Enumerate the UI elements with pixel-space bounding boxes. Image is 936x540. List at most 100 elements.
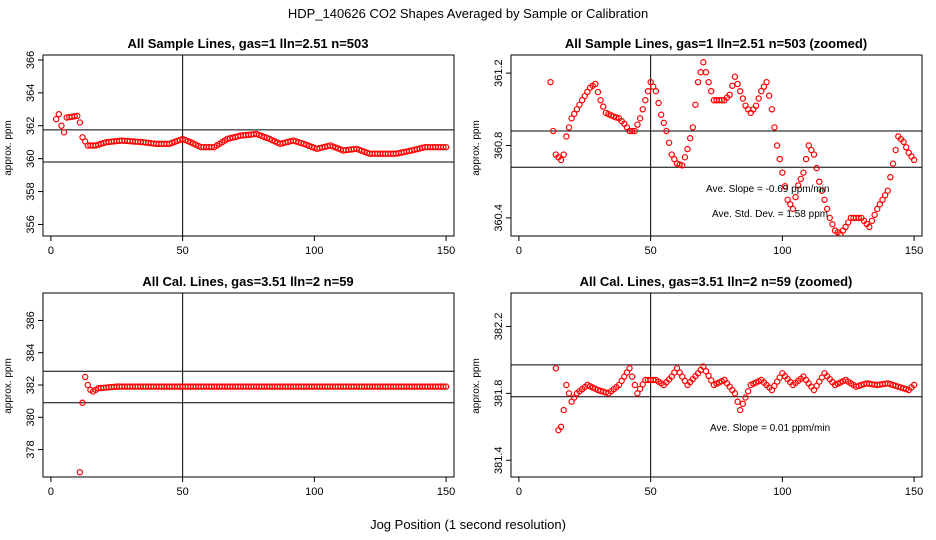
data-point [686,135,694,142]
data-point [647,78,654,86]
data-point [697,68,704,76]
data-point [442,143,450,151]
data-point [739,400,747,408]
data-point [702,368,710,375]
data-point [794,182,802,189]
y-tick-label: 381.4 [493,447,505,475]
data-point [887,173,894,181]
data-point [568,115,575,122]
data-point [557,156,565,164]
data-point [876,201,884,208]
panel-cal-lines-zoomed: All Cal. Lines, gas=3.51 lln=2 n=59 (zoo… [471,274,923,498]
y-tick-label: 360.4 [493,204,505,232]
y-tick-label: 378 [25,440,37,458]
data-point [79,399,86,406]
data-point [573,106,581,113]
data-point [631,127,639,135]
y-tick-label: 380 [25,408,37,426]
data-point [552,365,559,372]
data-point [737,406,744,414]
data-point [779,169,786,176]
data-point [74,112,81,120]
data-point [874,205,881,213]
data-point [634,390,641,397]
data-point [560,151,567,158]
data-point [845,219,852,226]
data-point [726,91,733,99]
data-point [787,201,794,208]
y-tick-label: 356 [25,215,37,233]
data-point [76,468,84,476]
data-point [744,388,752,395]
data-point [563,133,570,140]
data-point [792,193,799,201]
data-point [731,73,739,80]
data-point [797,175,805,183]
slope-annotation: Ave. Slope = 0.01 ppm/min [710,423,830,434]
data-point [692,101,699,108]
data-point [681,154,689,161]
data-point [571,110,578,118]
data-point [440,143,447,151]
data-point [805,142,812,149]
data-point [892,146,899,154]
panel-title: All Sample Lines, gas=1 lln=2.51 n=503 (… [565,36,867,51]
data-point [879,196,886,203]
figure-x-axis-label: Jog Position (1 second resolution) [370,517,566,532]
data-point [665,139,673,146]
data-point [71,113,78,120]
data-point [626,365,633,372]
data-point [628,373,636,380]
data-point [565,390,573,397]
data-point [547,78,554,86]
data-point [76,119,84,126]
data-point [700,363,707,370]
x-tick-label: 50 [645,486,657,498]
data-point [810,151,818,158]
plot-area: 0 50 100 150 356 358 360 362 364 366 [25,51,455,257]
data-point [823,205,831,213]
data-point [855,214,862,222]
y-tick-label: 384 [25,344,37,362]
y-axis-label: approx. ppm [471,120,482,176]
y-tick-label: 358 [25,182,37,200]
data-point [752,102,760,109]
data-point [60,129,68,136]
x-tick-label: 0 [48,245,54,257]
slope-annotation: Ave. Slope = -0.69 ppm/min [706,184,830,195]
x-tick-label: 0 [516,245,522,257]
x-tick-label: 0 [48,486,54,498]
data-point [768,106,776,113]
data-point [628,127,636,135]
data-point [702,68,710,76]
data-point [655,99,662,107]
data-point [763,78,770,86]
panel-cal-lines: All Cal. Lines, gas=3.51 lln=2 n=59 appr… [3,274,455,498]
y-tick-label: 364 [25,84,37,102]
data-point [881,192,889,199]
data-point [634,121,641,128]
data-point [802,155,810,163]
panel-title: All Sample Lines, gas=1 lln=2.51 n=503 [128,36,369,51]
data-point [560,406,567,414]
data-point [650,83,657,90]
data-point [739,95,747,102]
data-point [55,111,63,118]
x-tick-label: 150 [905,245,923,257]
data-point [868,217,876,225]
data-point [705,372,712,379]
data-point [52,115,60,123]
x-tick-label: 50 [177,245,189,257]
data-point [597,97,604,104]
panel-title: All Cal. Lines, gas=3.51 lln=2 n=59 (zoo… [580,274,853,289]
data-series [76,373,450,476]
data-series [552,363,918,434]
data-point [816,178,823,185]
data-point [708,87,715,95]
y-tick-label: 361.2 [493,59,505,87]
data-point [842,223,849,231]
plot-area: 0 50 100 150 378 380 382 384 386 [25,292,455,498]
data-point [663,127,670,135]
data-point [600,103,607,110]
